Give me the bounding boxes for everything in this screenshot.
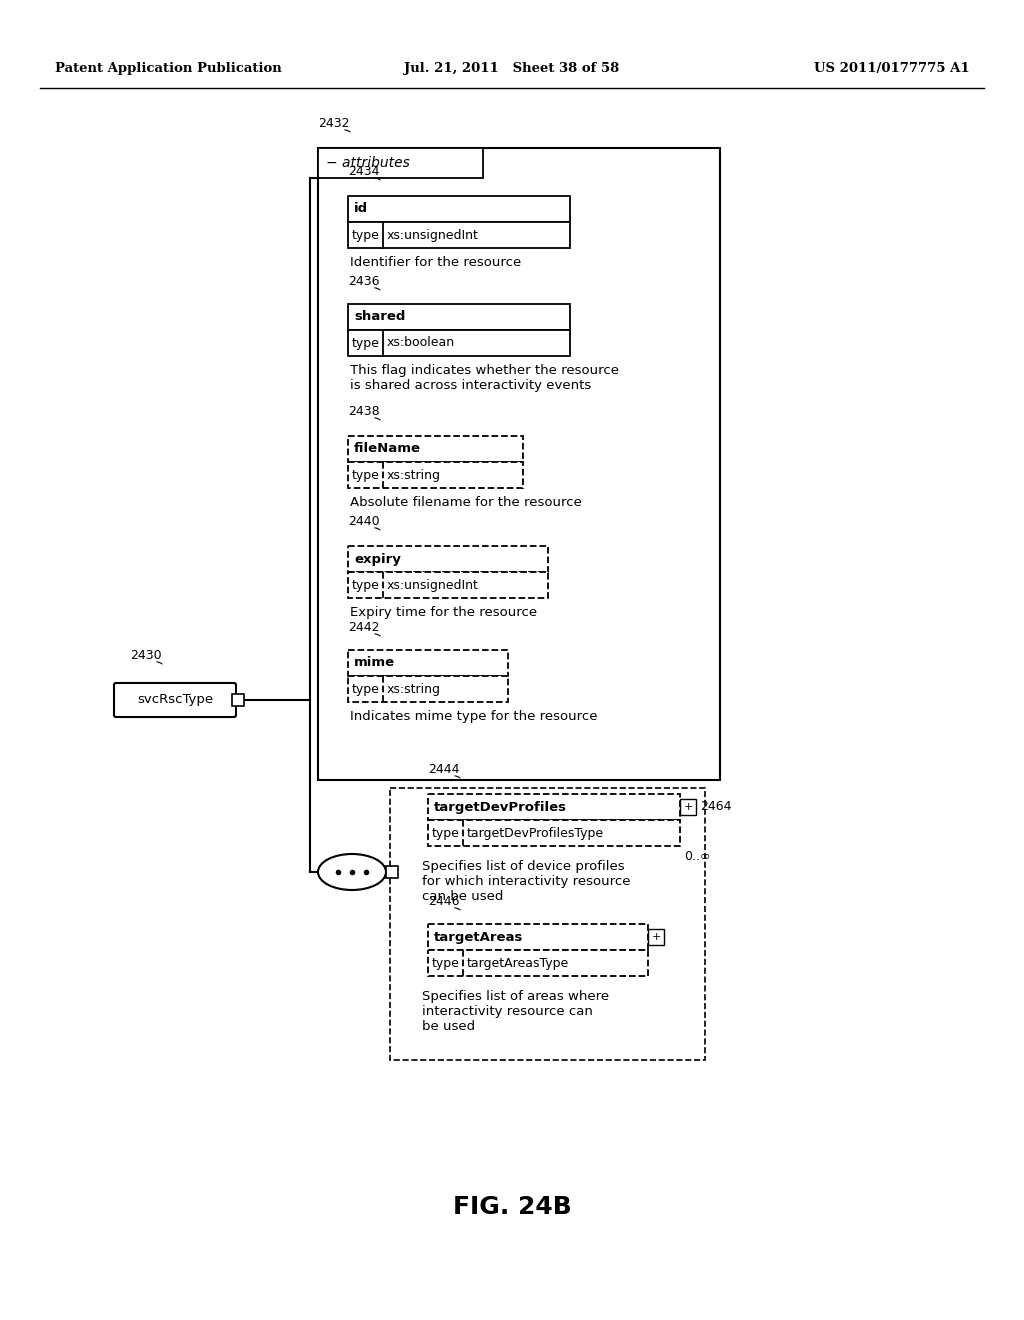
Text: xs:string: xs:string [387, 469, 441, 482]
Bar [232, 694, 244, 706]
Text: Patent Application Publication: Patent Application Publication [55, 62, 282, 75]
Text: fileName: fileName [354, 442, 421, 455]
Bar [348, 546, 548, 572]
Text: +: + [683, 803, 692, 812]
Text: expiry: expiry [354, 553, 400, 565]
Text: US 2011/0177775 A1: US 2011/0177775 A1 [814, 62, 970, 75]
Text: 2444: 2444 [428, 763, 460, 776]
Text: xs:boolean: xs:boolean [387, 337, 455, 350]
Text: type: type [432, 826, 460, 840]
Text: 2442: 2442 [348, 620, 380, 634]
Text: 2430: 2430 [130, 649, 162, 663]
Bar [428, 795, 680, 820]
Bar [348, 304, 570, 330]
Text: Expiry time for the resource: Expiry time for the resource [350, 606, 538, 619]
Text: targetAreas: targetAreas [434, 931, 523, 944]
Text: id: id [354, 202, 368, 215]
Text: 0..∞: 0..∞ [684, 850, 711, 863]
Text: 2464: 2464 [700, 800, 731, 813]
Text: xs:unsignedInt: xs:unsignedInt [387, 228, 479, 242]
Text: − attributes: − attributes [326, 156, 410, 170]
Bar [390, 788, 705, 1060]
Bar [428, 820, 680, 846]
Text: type: type [352, 578, 380, 591]
Text: Identifier for the resource: Identifier for the resource [350, 256, 521, 269]
Text: type: type [352, 682, 380, 696]
Bar [348, 462, 523, 488]
Text: 2432: 2432 [318, 117, 349, 129]
Bar [680, 799, 696, 814]
Text: targetDevProfilesType: targetDevProfilesType [467, 826, 604, 840]
Text: Specifies list of areas where
interactivity resource can
be used: Specifies list of areas where interactiv… [422, 990, 609, 1034]
Text: 2436: 2436 [348, 275, 380, 288]
Bar [428, 924, 648, 950]
Bar [348, 195, 570, 222]
Text: xs:string: xs:string [387, 682, 441, 696]
Bar [348, 649, 508, 676]
Text: type: type [352, 469, 380, 482]
Bar [348, 436, 523, 462]
Text: 2446: 2446 [428, 895, 460, 908]
Text: type: type [432, 957, 460, 969]
Text: Jul. 21, 2011   Sheet 38 of 58: Jul. 21, 2011 Sheet 38 of 58 [404, 62, 620, 75]
Bar [428, 950, 648, 975]
Bar [348, 330, 570, 356]
FancyBboxPatch shape [114, 682, 236, 717]
Text: targetAreasType: targetAreasType [467, 957, 569, 969]
Text: type: type [352, 337, 380, 350]
Ellipse shape [318, 854, 386, 890]
Text: Absolute filename for the resource: Absolute filename for the resource [350, 496, 582, 510]
Bar [318, 148, 720, 780]
Bar [348, 676, 508, 702]
Text: shared: shared [354, 310, 406, 323]
Text: targetDevProfiles: targetDevProfiles [434, 800, 567, 813]
Text: FIG. 24B: FIG. 24B [453, 1195, 571, 1218]
Bar [318, 148, 483, 178]
Bar [348, 572, 548, 598]
Text: mime: mime [354, 656, 395, 669]
Text: This flag indicates whether the resource
is shared across interactivity events: This flag indicates whether the resource… [350, 364, 618, 392]
Text: 2434: 2434 [348, 165, 380, 178]
Text: type: type [352, 228, 380, 242]
Text: 2438: 2438 [348, 405, 380, 418]
Text: Indicates mime type for the resource: Indicates mime type for the resource [350, 710, 597, 723]
Bar [386, 866, 398, 878]
Text: xs:unsignedInt: xs:unsignedInt [387, 578, 479, 591]
Text: svcRscType: svcRscType [137, 693, 213, 706]
Bar [648, 929, 664, 945]
Text: 2440: 2440 [348, 515, 380, 528]
Text: Specifies list of device profiles
for which interactivity resource
can be used: Specifies list of device profiles for wh… [422, 861, 631, 903]
Bar [348, 222, 570, 248]
Text: +: + [651, 932, 660, 942]
